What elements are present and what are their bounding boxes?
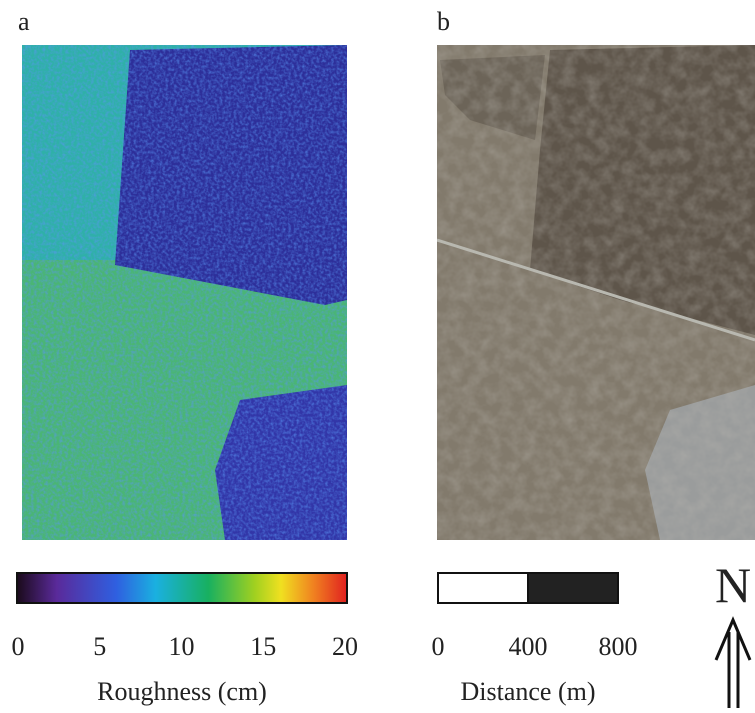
roughness-map xyxy=(22,45,347,540)
colorbar xyxy=(16,572,348,604)
colorbar-tick-label: 15 xyxy=(250,632,276,661)
north-label: N xyxy=(715,557,751,613)
scale-segment xyxy=(437,572,529,604)
scale-segment xyxy=(527,572,619,604)
colorbar-tick-label: 10 xyxy=(169,632,195,661)
scale-tick-label: 800 xyxy=(599,632,638,661)
scale-tick-label: 0 xyxy=(432,632,445,661)
panel-label: b xyxy=(437,7,450,36)
aerial-photo xyxy=(437,45,755,540)
colorbar-tick-label: 5 xyxy=(93,632,106,661)
scale-tick-label: 400 xyxy=(509,632,548,661)
colorbar-label: Roughness (cm) xyxy=(97,677,267,706)
panel-label: a xyxy=(18,7,30,36)
north-arrow xyxy=(714,616,752,708)
scale-bar: 0 400 800 xyxy=(432,572,638,661)
colorbar-tick-label: 20 xyxy=(332,632,358,661)
colorbar-tick-label: 0 xyxy=(12,632,25,661)
scale-bar-label: Distance (m) xyxy=(460,677,595,706)
